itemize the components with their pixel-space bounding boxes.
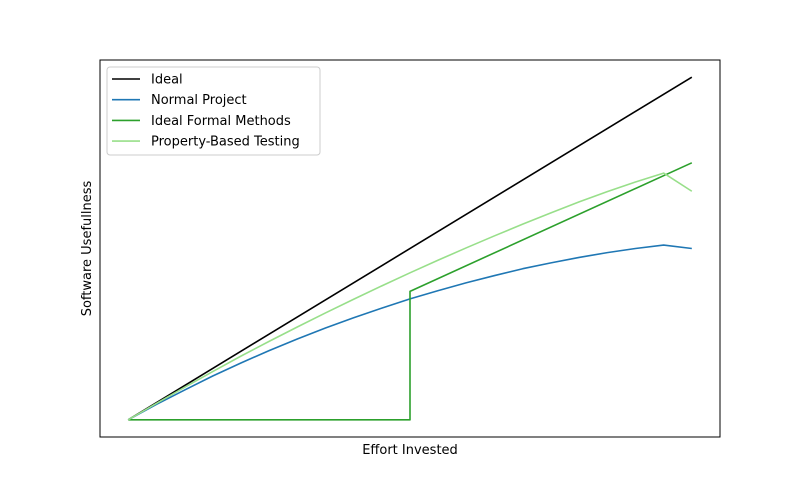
x-axis-label: Effort Invested — [362, 443, 458, 458]
legend-label-normal-project: Normal Project — [151, 93, 247, 108]
series-line-property-based-testing — [127, 172, 693, 421]
plot-area — [127, 76, 693, 421]
legend-label-ideal-formal-methods: Ideal Formal Methods — [151, 114, 291, 129]
axes-frame — [99, 59, 721, 438]
legend-box — [106, 66, 321, 156]
legend: Ideal Normal Project Ideal Formal Methods P… — [106, 66, 321, 156]
legend-label-ideal: Ideal — [151, 73, 183, 88]
y-axis-label: Software Usefullness — [80, 181, 95, 317]
series-line-ideal-formal-methods — [128, 162, 693, 421]
legend-label-property-based-testing: Property-Based Testing — [151, 135, 300, 150]
series-line-ideal — [127, 76, 693, 421]
